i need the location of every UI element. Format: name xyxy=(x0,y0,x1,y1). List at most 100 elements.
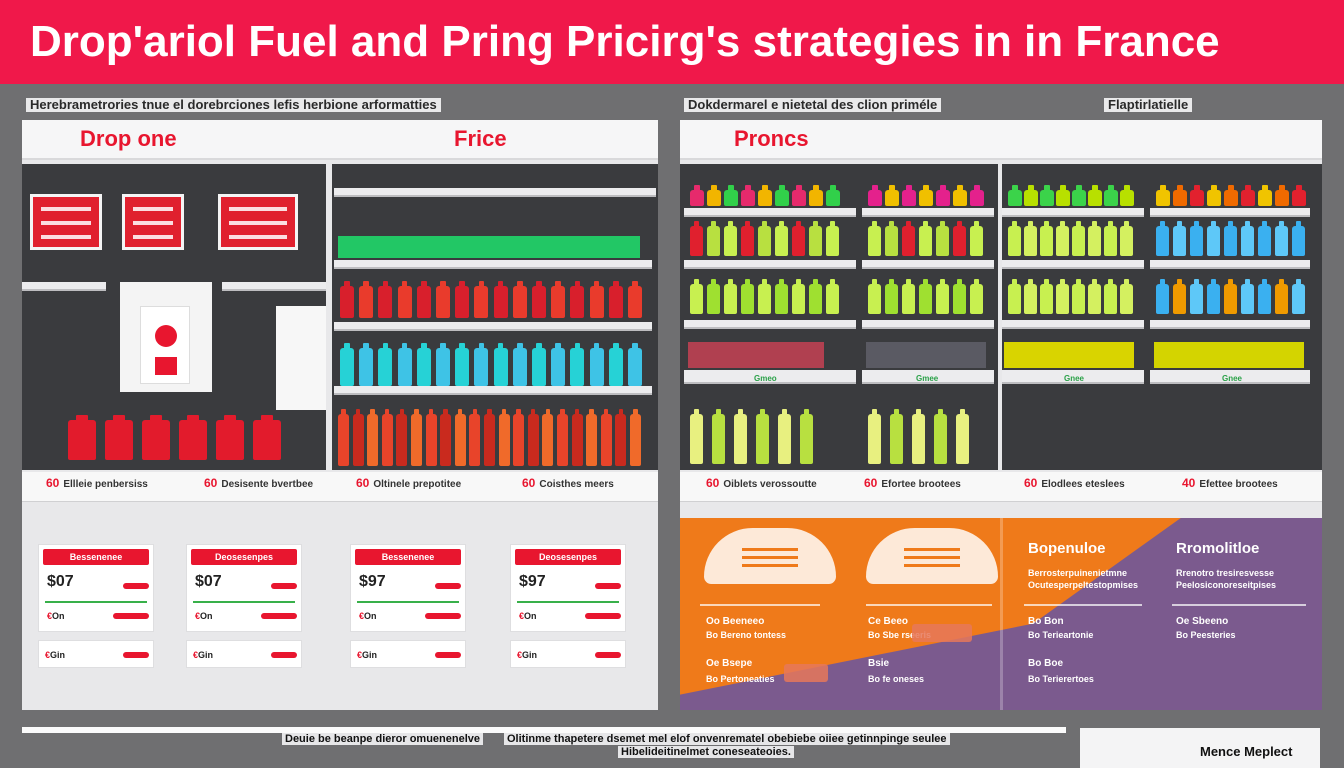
product-bottle xyxy=(1120,279,1133,314)
product-bottle xyxy=(953,185,967,206)
product-bottle xyxy=(1008,221,1021,256)
product-bottle xyxy=(1173,185,1187,206)
card-label: €Gin xyxy=(45,650,66,660)
card-title: Deosesenpes xyxy=(191,549,297,565)
product-bottle xyxy=(608,343,623,386)
product-bottle xyxy=(741,221,754,256)
crate-display xyxy=(22,164,326,470)
product-bottle xyxy=(68,415,96,460)
product-bottle xyxy=(885,185,899,206)
price-tag: 60 Ellleie penbersiss xyxy=(46,476,148,490)
card-label: €Gin xyxy=(517,650,538,660)
promo-line: Ocutesperpeltestopmises xyxy=(1028,580,1139,590)
product-bottle xyxy=(1120,185,1134,206)
product-bottle xyxy=(690,185,704,206)
promo-cloud xyxy=(704,528,836,584)
product-bottle xyxy=(1207,221,1220,256)
promo-title: Rromolitloe xyxy=(1176,540,1260,557)
product-bottle xyxy=(1088,221,1101,256)
price-card-mini: €Gin xyxy=(510,640,626,668)
promo-cloud xyxy=(866,528,998,584)
shelf xyxy=(334,188,656,197)
product-bottle xyxy=(493,343,508,386)
product-bottle xyxy=(1104,279,1117,314)
product-bottle xyxy=(1072,279,1085,314)
product-bottle xyxy=(809,185,823,206)
product-bottle xyxy=(416,343,431,386)
product-crate xyxy=(122,194,184,250)
product-bottle xyxy=(1040,221,1053,256)
product-bottle xyxy=(868,279,881,314)
card-label: €Gin xyxy=(357,650,378,660)
product-bottle xyxy=(1292,279,1305,314)
product-bottle xyxy=(493,281,508,318)
footer-left-text: Deuie be beanpe dieror omuenenelve xyxy=(282,733,484,745)
price-card-mini: €Gin xyxy=(38,640,154,668)
promo-item-sub: Bo Sbe rseeris xyxy=(868,630,932,640)
product-bottle xyxy=(512,343,527,386)
promo-item-sub: Bo Terierertoes xyxy=(1028,674,1094,684)
card-title: Deosesenpes xyxy=(515,549,621,565)
product-bottle xyxy=(919,279,932,314)
product-bottle xyxy=(469,409,481,466)
product-bottle xyxy=(1190,221,1203,256)
product-bottle xyxy=(1292,185,1306,206)
card-label: €On xyxy=(359,611,377,621)
promotion-area: Oo Beeneeo Bo Bereno tontess Ce Beeo Bo … xyxy=(680,518,1322,710)
promo-item-sub: Bo Bereno tontess xyxy=(706,630,787,640)
product-bottle xyxy=(527,409,539,466)
price-card: Deosesenpes $97 €On xyxy=(510,544,626,632)
product-bottle xyxy=(919,185,933,206)
card-price: $97 xyxy=(359,573,386,590)
card-price: $07 xyxy=(47,573,74,590)
product-bottle xyxy=(1224,279,1237,314)
product-bottle xyxy=(1241,279,1254,314)
product-bottle xyxy=(970,279,983,314)
product-bottle xyxy=(1190,185,1204,206)
product-bottle xyxy=(1241,221,1254,256)
product-bottle xyxy=(868,185,882,206)
price-tag: 60 Coisthes meers xyxy=(522,476,614,490)
product-bottle xyxy=(474,281,489,318)
product-shelves: Gmeo Gmee Gnee Gnee xyxy=(680,164,1322,470)
promo-item-head: Oe Sbeeno xyxy=(1176,616,1229,627)
promo-item-head: Bo Boe xyxy=(1028,658,1063,669)
product-bottle xyxy=(498,409,510,466)
product-bottle xyxy=(885,221,898,256)
promo-item-sub: Bo Peesteries xyxy=(1176,630,1236,640)
left-panel: Drop one Frice xyxy=(22,120,658,710)
price-tag: 60 Oiblets verossoutte xyxy=(706,476,817,490)
product-bottle xyxy=(397,343,412,386)
product-bottle xyxy=(542,409,554,466)
product-bottle xyxy=(724,221,737,256)
product-bottle xyxy=(936,221,949,256)
product-bottle xyxy=(826,221,839,256)
product-bottle xyxy=(707,279,720,314)
product-bottle xyxy=(741,279,754,314)
product-bottle xyxy=(454,409,466,466)
product-bottle xyxy=(1104,221,1117,256)
green-product-row xyxy=(338,236,640,258)
product-bottle xyxy=(338,409,349,466)
promo-item-sub: Bo Pertoneaties xyxy=(706,674,775,684)
shelf xyxy=(334,322,652,331)
product-bottle xyxy=(707,185,721,206)
product-bottle xyxy=(484,409,495,466)
product-bottle xyxy=(359,281,374,318)
header-proncs: Proncs xyxy=(734,126,809,151)
product-bottle xyxy=(1241,185,1255,206)
product-bottle xyxy=(179,415,207,460)
product-bottle xyxy=(868,409,881,464)
product-bottle xyxy=(396,409,408,466)
card-price: $07 xyxy=(195,573,222,590)
footer-brand-box xyxy=(1080,728,1320,768)
product-bottle xyxy=(340,281,354,318)
card-title: Bessenenee xyxy=(43,549,149,565)
product-bottle xyxy=(809,279,822,314)
promo-item-sub: Bo fe oneses xyxy=(868,674,925,684)
product-bottle xyxy=(1040,185,1054,206)
product-bottle xyxy=(352,409,364,466)
product-bottle xyxy=(1088,279,1101,314)
price-card-mini: €Gin xyxy=(350,640,466,668)
header-drop-one: Drop one xyxy=(80,126,177,151)
